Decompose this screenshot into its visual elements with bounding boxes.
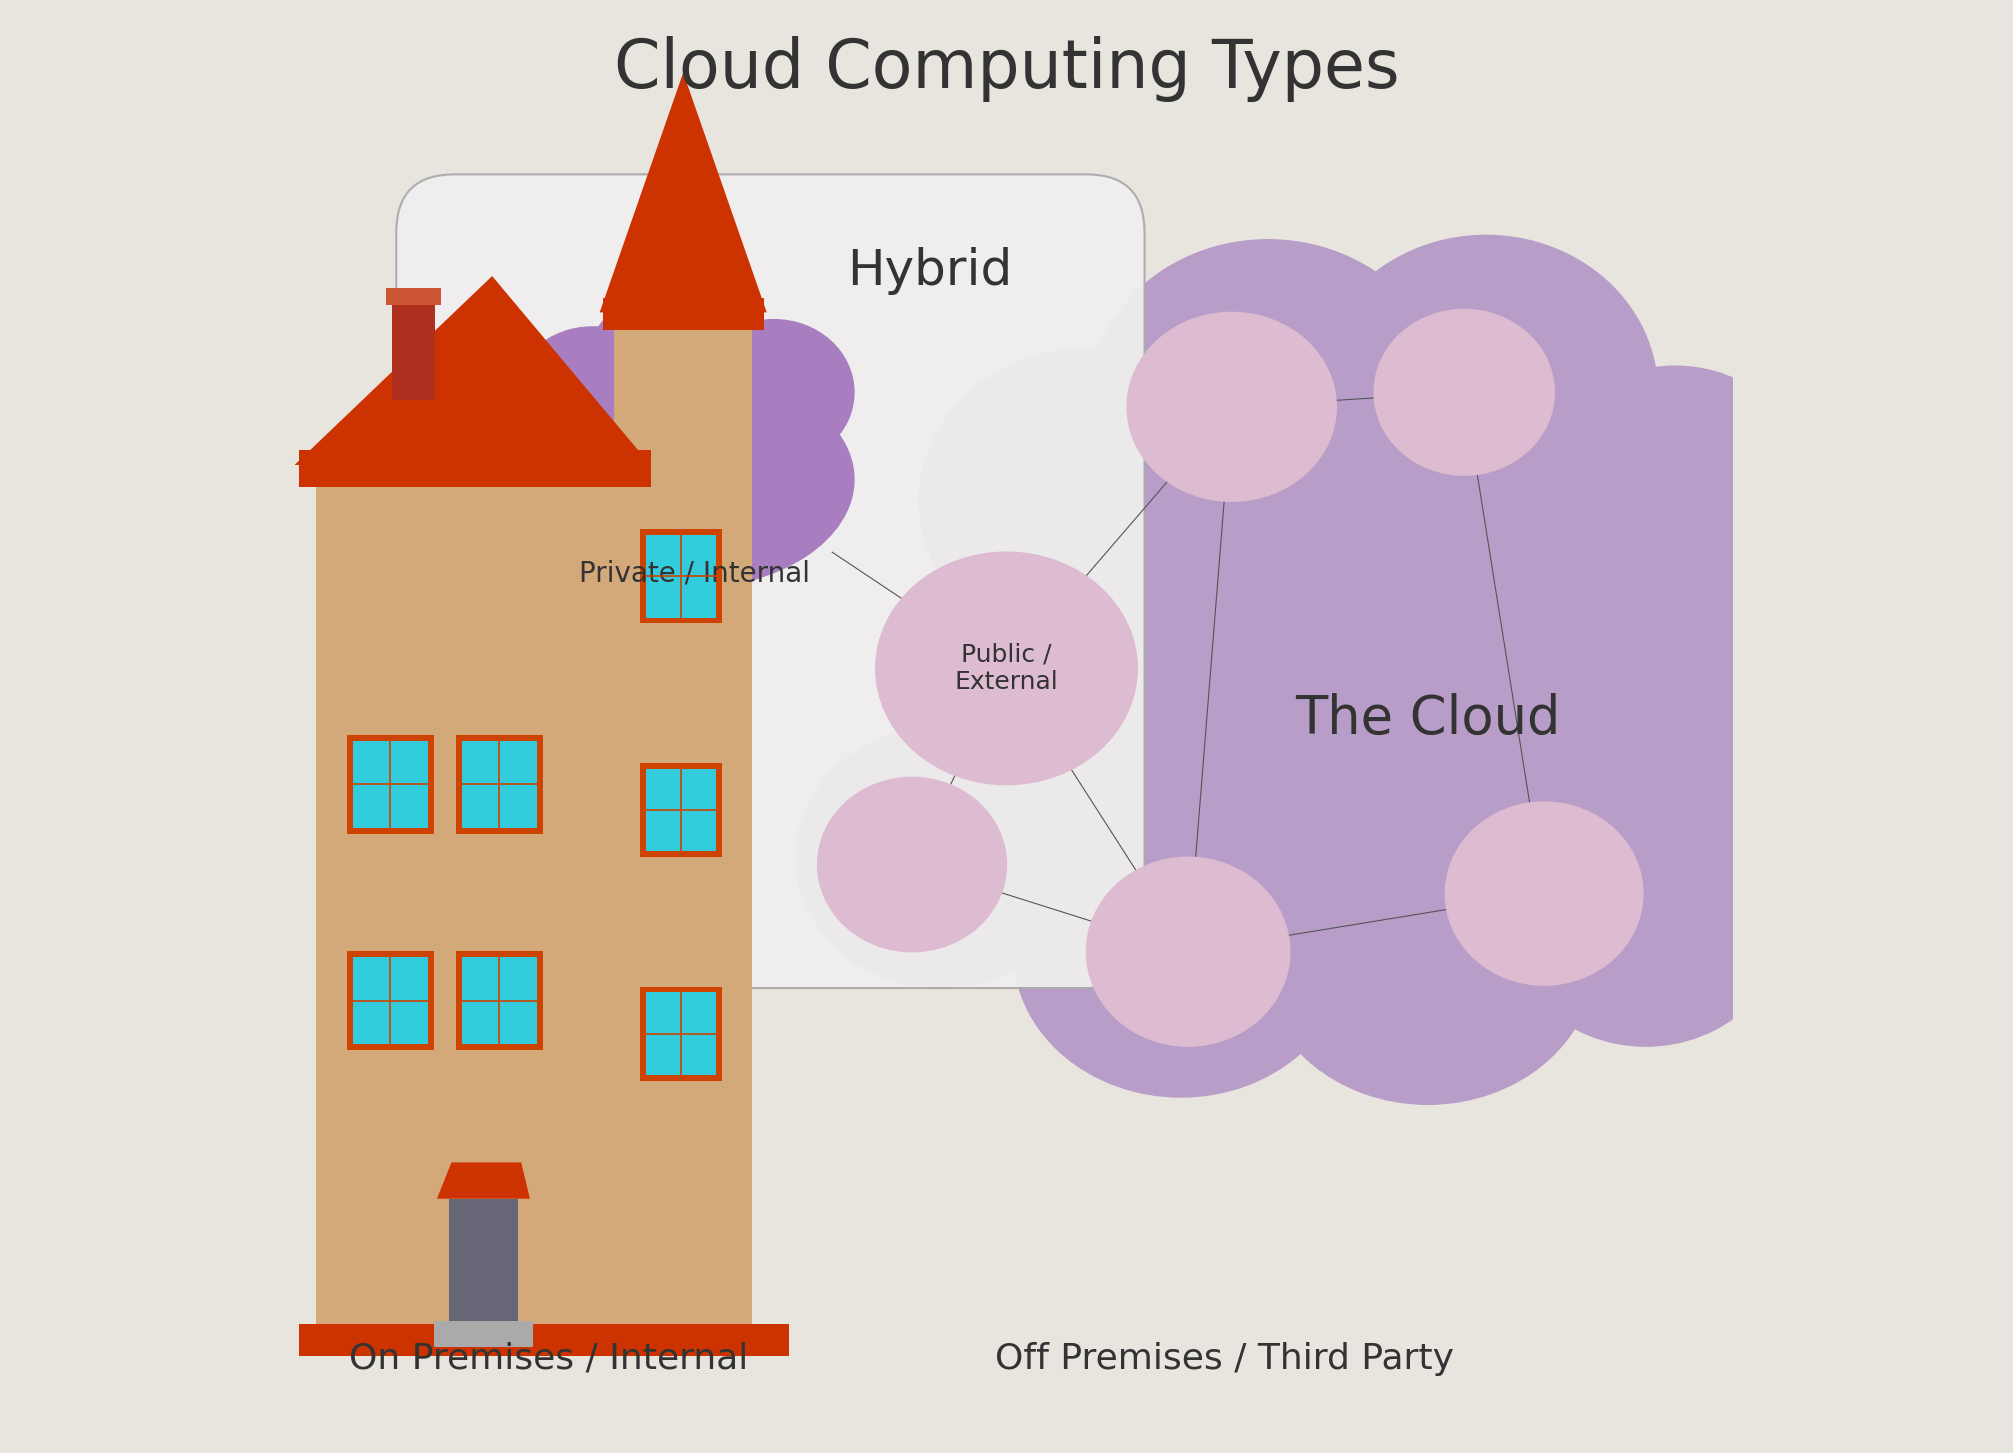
Text: Cloud Computing Types: Cloud Computing Types: [614, 36, 1399, 102]
Text: Private / Internal: Private / Internal: [578, 559, 809, 588]
Ellipse shape: [904, 378, 1747, 1003]
FancyBboxPatch shape: [640, 529, 723, 623]
FancyBboxPatch shape: [461, 741, 537, 828]
Polygon shape: [294, 276, 650, 465]
FancyBboxPatch shape: [455, 735, 544, 834]
FancyBboxPatch shape: [646, 535, 717, 618]
Text: On Premises / Internal: On Premises / Internal: [348, 1341, 749, 1376]
Ellipse shape: [694, 320, 854, 465]
Ellipse shape: [1087, 240, 1449, 574]
Text: Off Premises / Third Party: Off Premises / Third Party: [994, 1341, 1453, 1376]
Ellipse shape: [1015, 806, 1349, 1097]
Ellipse shape: [1087, 857, 1290, 1046]
FancyBboxPatch shape: [346, 952, 435, 1051]
Ellipse shape: [1127, 312, 1337, 501]
Ellipse shape: [513, 327, 672, 472]
FancyBboxPatch shape: [352, 958, 429, 1045]
Ellipse shape: [519, 371, 854, 588]
FancyBboxPatch shape: [614, 312, 753, 1329]
FancyBboxPatch shape: [397, 174, 1145, 988]
Text: Hybrid: Hybrid: [847, 247, 1013, 295]
Ellipse shape: [1445, 802, 1643, 985]
FancyBboxPatch shape: [461, 958, 537, 1045]
Ellipse shape: [817, 777, 1006, 952]
Ellipse shape: [1588, 523, 1850, 814]
FancyBboxPatch shape: [455, 952, 544, 1051]
FancyBboxPatch shape: [393, 305, 435, 400]
Text: The Cloud: The Cloud: [1294, 693, 1560, 745]
FancyBboxPatch shape: [646, 992, 717, 1075]
Ellipse shape: [920, 349, 1254, 654]
Polygon shape: [600, 73, 767, 312]
Ellipse shape: [1260, 814, 1594, 1104]
Ellipse shape: [1536, 366, 1814, 622]
FancyBboxPatch shape: [435, 1321, 533, 1347]
FancyBboxPatch shape: [386, 288, 441, 305]
FancyBboxPatch shape: [602, 298, 763, 330]
FancyBboxPatch shape: [640, 763, 723, 857]
FancyBboxPatch shape: [316, 465, 636, 1329]
Text: Public /
External: Public / External: [954, 642, 1059, 695]
FancyBboxPatch shape: [352, 741, 429, 828]
Polygon shape: [437, 1162, 529, 1199]
Ellipse shape: [586, 286, 775, 455]
FancyBboxPatch shape: [449, 1199, 517, 1329]
Ellipse shape: [1375, 309, 1554, 475]
FancyBboxPatch shape: [298, 1324, 789, 1356]
Ellipse shape: [1314, 235, 1657, 549]
FancyBboxPatch shape: [346, 735, 435, 834]
Ellipse shape: [1500, 770, 1792, 1046]
Ellipse shape: [876, 552, 1137, 785]
FancyBboxPatch shape: [646, 769, 717, 851]
FancyBboxPatch shape: [298, 450, 650, 487]
Ellipse shape: [795, 726, 1087, 988]
FancyBboxPatch shape: [640, 987, 723, 1081]
